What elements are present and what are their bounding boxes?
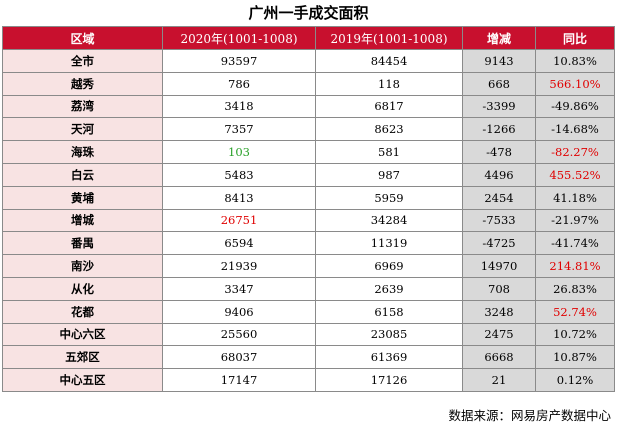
diff-cell: -7533 <box>462 208 536 233</box>
region-cell: 全市 <box>2 49 163 73</box>
ratio-cell: 214.81% <box>535 254 615 278</box>
value-2020-cell: 9406 <box>162 299 316 324</box>
ratio-cell: 0.12% <box>535 368 615 392</box>
ratio-cell: 41.18% <box>535 185 615 210</box>
diff-cell: 6668 <box>462 345 536 370</box>
header-2019: 2019年(1001-1008) <box>315 26 463 50</box>
value-2019-cell: 5959 <box>315 185 463 210</box>
header-region: 区域 <box>2 26 163 50</box>
table-row: 海珠 103 581 -478 -82.27% <box>2 140 615 164</box>
header-ratio: 同比 <box>535 26 615 50</box>
ratio-cell: 10.87% <box>535 345 615 370</box>
value-2019-cell: 23085 <box>315 322 463 347</box>
value-2019-cell: 11319 <box>315 231 463 256</box>
table-row: 从化 3347 2639 708 26.83% <box>2 276 615 301</box>
ratio-cell: 10.72% <box>535 322 615 347</box>
value-2019-cell: 6817 <box>315 94 463 119</box>
ratio-cell: 566.10% <box>535 71 615 96</box>
value-2020-cell: 103 <box>162 140 316 164</box>
diff-cell: -4725 <box>462 231 536 256</box>
diff-cell: -3399 <box>462 94 536 119</box>
table-row: 全市 93597 84454 9143 10.83% <box>2 49 615 73</box>
value-2020-cell: 25560 <box>162 322 316 347</box>
ratio-cell: -41.74% <box>535 231 615 256</box>
region-cell: 中心五区 <box>2 368 163 392</box>
table-row: 荔湾 3418 6817 -3399 -49.86% <box>2 94 615 119</box>
value-2020-cell: 6594 <box>162 231 316 256</box>
region-cell: 从化 <box>2 276 163 301</box>
table-row: 中心六区 25560 23085 2475 10.72% <box>2 322 615 347</box>
ratio-cell: 26.83% <box>535 276 615 301</box>
value-2019-cell: 34284 <box>315 208 463 233</box>
diff-cell: -478 <box>462 140 536 164</box>
value-2020-cell: 3347 <box>162 276 316 301</box>
region-cell: 荔湾 <box>2 94 163 119</box>
table-row: 白云 5483 987 4496 455.52% <box>2 162 615 187</box>
header-row: 区域 2020年(1001-1008) 2019年(1001-1008) 增减 … <box>2 26 615 50</box>
diff-cell: 2454 <box>462 185 536 210</box>
region-cell: 五郊区 <box>2 345 163 370</box>
data-source: 数据来源：网易房产数据中心 <box>448 408 611 423</box>
diff-cell: 2475 <box>462 322 536 347</box>
table-row: 中心五区 17147 17126 21 0.12% <box>2 368 615 392</box>
value-2019-cell: 61369 <box>315 345 463 370</box>
value-2019-cell: 118 <box>315 71 463 96</box>
value-2019-cell: 6969 <box>315 254 463 278</box>
diff-cell: 708 <box>462 276 536 301</box>
diff-cell: 9143 <box>462 49 536 73</box>
region-cell: 黄埔 <box>2 185 163 210</box>
table-title: 广州一手成交面积 <box>248 4 369 22</box>
region-cell: 天河 <box>2 117 163 142</box>
region-cell: 海珠 <box>2 140 163 164</box>
region-cell: 增城 <box>2 208 163 233</box>
region-cell: 南沙 <box>2 254 163 278</box>
region-cell: 白云 <box>2 162 163 187</box>
table-row: 黄埔 8413 5959 2454 41.18% <box>2 185 615 210</box>
diff-cell: 668 <box>462 71 536 96</box>
value-2019-cell: 17126 <box>315 368 463 392</box>
region-cell: 中心六区 <box>2 322 163 347</box>
ratio-cell: 52.74% <box>535 299 615 324</box>
ratio-cell: 10.83% <box>535 49 615 73</box>
value-2019-cell: 581 <box>315 140 463 164</box>
value-2020-cell: 5483 <box>162 162 316 187</box>
diff-cell: 4496 <box>462 162 536 187</box>
value-2020-cell: 21939 <box>162 254 316 278</box>
diff-cell: 3248 <box>462 299 536 324</box>
ratio-cell: -21.97% <box>535 208 615 233</box>
value-2020-cell: 68037 <box>162 345 316 370</box>
ratio-cell: -14.68% <box>535 117 615 142</box>
value-2019-cell: 8623 <box>315 117 463 142</box>
value-2019-cell: 2639 <box>315 276 463 301</box>
table-row: 越秀 786 118 668 566.10% <box>2 71 615 96</box>
table-row: 花都 9406 6158 3248 52.74% <box>2 299 615 324</box>
region-cell: 番禺 <box>2 231 163 256</box>
region-cell: 越秀 <box>2 71 163 96</box>
value-2020-cell: 26751 <box>162 208 316 233</box>
value-2020-cell: 7357 <box>162 117 316 142</box>
diff-cell: 14970 <box>462 254 536 278</box>
value-2020-cell: 786 <box>162 71 316 96</box>
header-2020: 2020年(1001-1008) <box>162 26 316 50</box>
diff-cell: 21 <box>462 368 536 392</box>
ratio-cell: 455.52% <box>535 162 615 187</box>
value-2019-cell: 987 <box>315 162 463 187</box>
value-2019-cell: 84454 <box>315 49 463 73</box>
value-2020-cell: 17147 <box>162 368 316 392</box>
ratio-cell: -49.86% <box>535 94 615 119</box>
table-row: 番禺 6594 11319 -4725 -41.74% <box>2 231 615 256</box>
value-2020-cell: 93597 <box>162 49 316 73</box>
table-row: 天河 7357 8623 -1266 -14.68% <box>2 117 615 142</box>
value-2019-cell: 6158 <box>315 299 463 324</box>
table-row: 增城 26751 34284 -7533 -21.97% <box>2 208 615 233</box>
table-row: 五郊区 68037 61369 6668 10.87% <box>2 345 615 370</box>
value-2020-cell: 3418 <box>162 94 316 119</box>
region-cell: 花都 <box>2 299 163 324</box>
table-row: 南沙 21939 6969 14970 214.81% <box>2 254 615 278</box>
header-diff: 增减 <box>462 26 536 50</box>
ratio-cell: -82.27% <box>535 140 615 164</box>
diff-cell: -1266 <box>462 117 536 142</box>
data-table: 区域 2020年(1001-1008) 2019年(1001-1008) 增减 … <box>2 26 615 392</box>
value-2020-cell: 8413 <box>162 185 316 210</box>
